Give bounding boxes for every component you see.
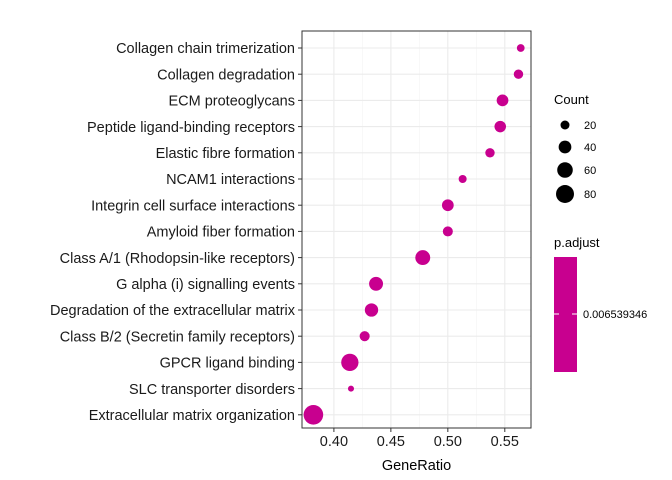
size-legend-key	[560, 120, 570, 130]
data-point	[347, 385, 355, 392]
panel-background	[302, 31, 531, 428]
size-legend: Count 20 40 60 80	[554, 92, 596, 203]
data-points	[303, 44, 525, 425]
data-point	[415, 250, 431, 266]
x-tick-label: 0.40	[320, 434, 348, 450]
x-tick-label: 0.55	[491, 434, 519, 450]
x-tick-label: 0.45	[377, 434, 405, 450]
color-legend-bar	[554, 257, 577, 372]
data-point	[485, 148, 495, 158]
size-legend-label: 60	[584, 165, 596, 177]
data-point	[341, 353, 359, 372]
y-axis-labels: Collagen chain trimerization Collagen deg…	[50, 41, 302, 424]
y-tick-label: NCAM1 interactions	[166, 172, 295, 188]
data-point	[442, 226, 453, 237]
data-point	[496, 94, 509, 107]
data-point	[303, 405, 324, 425]
data-point	[458, 174, 467, 184]
color-legend-title: p.adjust	[554, 235, 600, 250]
data-point	[516, 44, 525, 52]
data-point	[494, 120, 507, 133]
x-axis-title: GeneRatio	[382, 458, 451, 474]
size-legend-label: 40	[584, 142, 596, 154]
data-point	[364, 303, 379, 317]
size-legend-key	[556, 185, 574, 203]
panel-border	[301, 30, 532, 429]
size-legend-key	[558, 140, 572, 154]
data-point	[359, 331, 370, 342]
y-tick-label: Integrin cell surface interactions	[91, 198, 295, 214]
y-tick-label: Collagen chain trimerization	[116, 41, 295, 57]
size-legend-label: 20	[584, 120, 596, 132]
y-tick-label: Degradation of the extracellular matrix	[50, 303, 296, 319]
size-legend-label: 80	[584, 189, 596, 201]
y-tick-label: ECM proteoglycans	[168, 94, 295, 110]
size-legend-key	[557, 162, 573, 178]
y-tick-label: SLC transporter disorders	[129, 382, 295, 398]
y-tick-label: GPCR ligand binding	[160, 356, 295, 372]
data-point	[441, 199, 454, 212]
data-point	[513, 69, 524, 79]
color-legend-label: 0.006539346	[583, 309, 647, 321]
size-legend-title: Count	[554, 92, 589, 107]
y-tick-label: Extracellular matrix organization	[89, 408, 295, 424]
y-tick-label: Amyloid fiber formation	[147, 225, 295, 241]
data-point	[369, 276, 384, 291]
y-tick-label: Class A/1 (Rhodopsin-like receptors)	[60, 251, 295, 267]
y-tick-label: Collagen degradation	[157, 67, 295, 83]
y-tick-label: Class B/2 (Secretin family receptors)	[60, 329, 295, 345]
color-legend: p.adjust 0.006539346	[554, 235, 647, 372]
x-axis: 0.40 0.45 0.50 0.55	[320, 428, 519, 450]
y-tick-label: Elastic fibre formation	[156, 146, 295, 162]
y-tick-label: Peptide ligand-binding receptors	[87, 120, 295, 136]
x-tick-label: 0.50	[434, 434, 462, 450]
y-tick-label: G alpha (i) signalling events	[116, 277, 295, 293]
